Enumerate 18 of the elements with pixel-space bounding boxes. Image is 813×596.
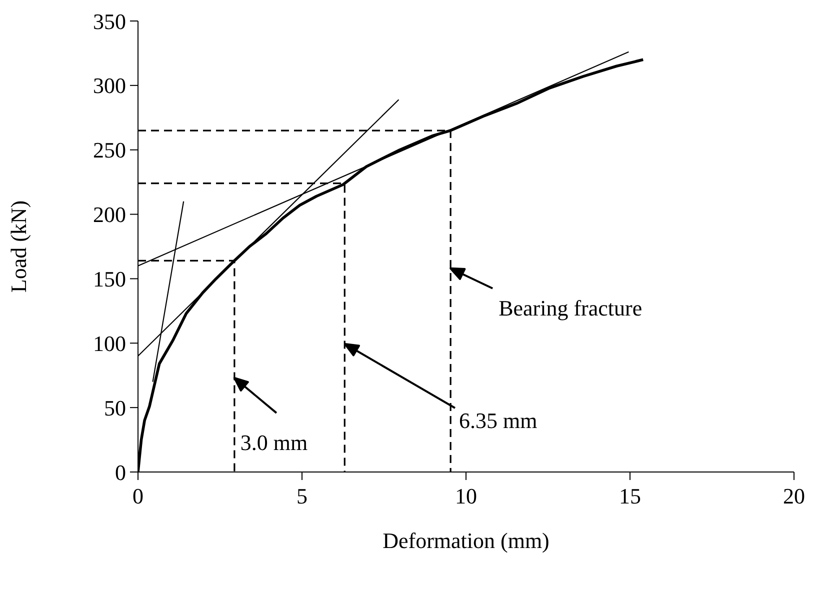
x-tick-label: 15 [619, 484, 641, 509]
annotation: Bearing fracture [498, 295, 642, 320]
y-tick-label: 300 [93, 73, 126, 98]
y-tick-label: 0 [115, 460, 126, 485]
x-axis-title: Deformation (mm) [382, 528, 550, 553]
x-tick-label: 10 [455, 484, 477, 509]
y-tick-label: 200 [93, 202, 126, 228]
x-tick-label: 0 [132, 484, 144, 509]
y-tick-label: 150 [93, 266, 126, 292]
y-axis-title: Load (kN) [6, 200, 31, 293]
y-tick-label: 250 [93, 138, 126, 163]
y-tick-label: 100 [93, 330, 126, 356]
x-tick-label: 20 [783, 484, 805, 509]
y-tick-label: 350 [93, 8, 126, 34]
annotation: 6.35 mm [459, 408, 538, 433]
x-tick-label: 5 [296, 484, 308, 509]
annotation: 3.0 mm [240, 430, 308, 455]
y-tick-label: 50 [104, 395, 126, 420]
